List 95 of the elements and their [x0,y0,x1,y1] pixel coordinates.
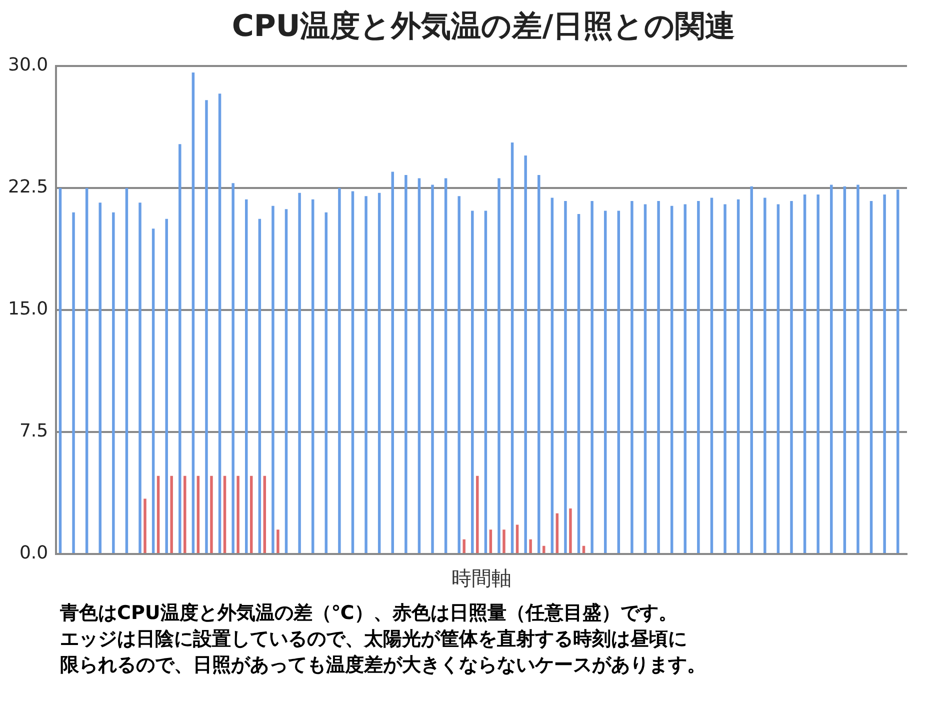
bar [236,476,240,553]
bar [263,476,266,553]
text: 青色はCPU温度と外気温の差（℃）、赤色は日照量（任意目盛）です。 [60,601,678,626]
bar [378,192,381,553]
bar [205,100,208,553]
bar [298,192,301,553]
bar [883,194,886,553]
bar [272,206,274,553]
text: エッジは日陰に設置しているので、太陽光が筐体を直射する時刻は昼頃に [60,627,688,652]
y-tick-label: 22.5 [8,176,48,198]
bar [764,198,766,553]
text: 限られるので、日照があっても温度差が大きくならないケースがあります。 [60,653,707,678]
bar [542,546,546,553]
bar [210,476,213,553]
bar [156,476,160,553]
bar [351,191,354,553]
bar [152,228,155,553]
bar [644,204,647,553]
bar [630,201,634,553]
bar [498,178,500,553]
bar [250,476,253,553]
bar [502,530,506,553]
bar [462,539,466,553]
bar [192,72,195,553]
bar [218,94,222,553]
bar [516,524,519,553]
bar [58,188,62,553]
bar [556,513,559,553]
bar [284,209,288,553]
bar [550,198,554,553]
bar [471,210,474,553]
bar [617,210,620,553]
bar [311,199,314,553]
bar [138,202,142,553]
y-tick-label: 7.5 [19,420,48,442]
bar [538,174,540,553]
bar [896,190,900,553]
bar [697,201,700,553]
bar [564,201,567,553]
bar [577,214,580,553]
chart-title: CPU温度と外気温の差/日照との関連 [230,8,736,46]
bar [98,202,102,553]
bar [165,218,168,553]
bar [830,184,833,553]
bar [736,199,740,553]
y-tick-label: 15.0 [8,298,48,320]
bar [476,476,479,553]
bar [750,186,753,553]
bar [529,539,532,553]
bar [582,546,586,553]
bar [258,218,262,553]
bar [232,183,234,553]
bar [724,204,726,553]
bar [418,178,421,553]
bar [144,498,146,553]
bar [710,198,714,553]
bar [776,204,780,553]
bar [489,530,492,553]
bar [870,201,873,553]
bar [196,476,200,553]
bar [444,178,448,553]
bar [391,172,394,553]
bar [223,476,226,553]
bar [816,194,820,553]
bar [85,188,88,553]
bar [72,212,75,553]
bar [276,530,280,553]
bar [604,210,607,553]
bar [657,201,660,553]
bar [684,204,686,553]
bar [484,210,488,553]
bar [170,476,173,553]
bar [510,142,514,553]
bar [458,196,460,553]
bar [404,174,408,553]
bar [125,188,128,553]
bar [178,144,182,553]
bar [590,201,594,553]
bar [803,194,806,553]
x-axis-title: 時間軸 [452,566,512,590]
bar [364,196,368,553]
bar [569,508,572,553]
bar [524,155,527,553]
y-tick-label: 30.0 [8,54,48,76]
bar [843,186,846,553]
y-tick-label: 0.0 [19,542,48,564]
bar [112,212,115,553]
bar [324,212,328,553]
bar [670,206,674,553]
bar [856,184,860,553]
bar [245,199,248,553]
bar [184,476,186,553]
bar [338,188,341,553]
bar [790,201,793,553]
bar [431,184,434,553]
